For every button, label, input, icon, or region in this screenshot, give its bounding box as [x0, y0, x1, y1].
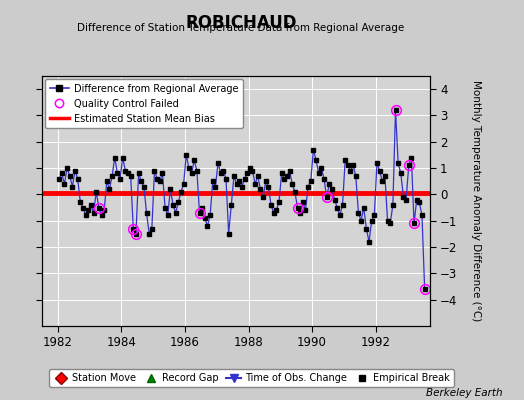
Legend: Station Move, Record Gap, Time of Obs. Change, Empirical Break: Station Move, Record Gap, Time of Obs. C…	[49, 369, 454, 387]
Text: Difference of Station Temperature Data from Regional Average: Difference of Station Temperature Data f…	[78, 23, 405, 33]
Legend: Difference from Regional Average, Quality Control Failed, Estimated Station Mean: Difference from Regional Average, Qualit…	[45, 79, 243, 128]
Text: Berkeley Earth: Berkeley Earth	[427, 388, 503, 398]
Text: ROBICHAUD: ROBICHAUD	[185, 14, 297, 32]
Y-axis label: Monthly Temperature Anomaly Difference (°C): Monthly Temperature Anomaly Difference (…	[472, 80, 482, 322]
